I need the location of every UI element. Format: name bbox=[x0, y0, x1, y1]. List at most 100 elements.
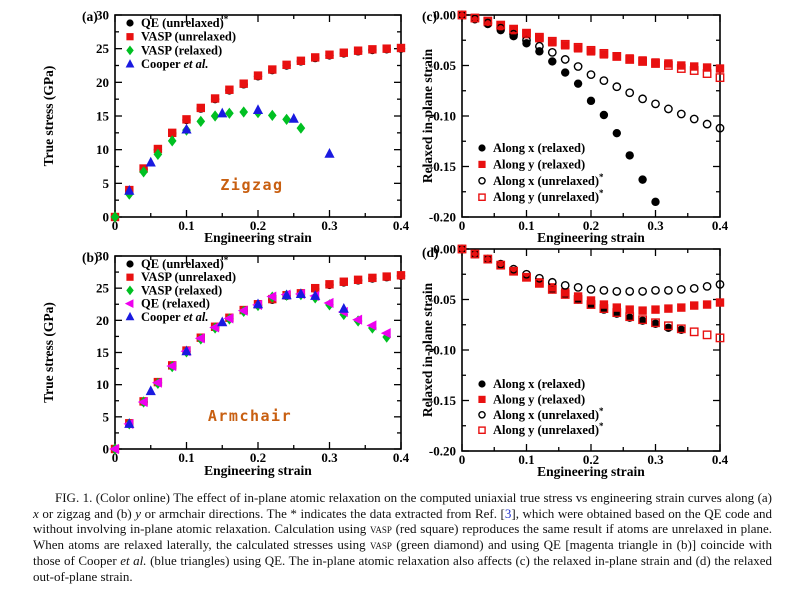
series-along-y-unrelaxed- bbox=[457, 244, 725, 343]
svg-text:0.2: 0.2 bbox=[583, 452, 599, 467]
svg-text:10: 10 bbox=[96, 142, 109, 157]
svg-text:0.4: 0.4 bbox=[712, 218, 729, 233]
svg-text:0.4: 0.4 bbox=[393, 450, 410, 465]
svg-text:0.2: 0.2 bbox=[250, 450, 266, 465]
axis-labels: Engineering strain True stress (GPa) (a) Zi… bbox=[41, 9, 312, 245]
legend-label: QE (unrelaxed)* bbox=[141, 14, 229, 30]
svg-text:0.2: 0.2 bbox=[583, 218, 599, 233]
svg-text:15: 15 bbox=[96, 109, 110, 124]
series-vasp-unrelaxed- bbox=[110, 43, 406, 222]
svg-text:(a): (a) bbox=[82, 9, 98, 24]
caption-run: or armchair directions. The * indicates … bbox=[141, 505, 505, 521]
caption-run: ], which were obtained based on the QE c… bbox=[33, 505, 772, 537]
axes: 0 0.1 0.2 0.3 0.4 0.00 -0.05 -0.10 -0.15 -0.20 bbox=[429, 8, 729, 234]
svg-text:0.1: 0.1 bbox=[178, 218, 194, 233]
legend-label: Along y (unrelaxed)* bbox=[493, 421, 604, 437]
axis-labels: Engineering strain Relaxed in-plane strai… bbox=[420, 245, 645, 479]
svg-text:True stress (GPa): True stress (GPa) bbox=[41, 66, 56, 167]
svg-text:Relaxed in-plane strain: Relaxed in-plane strain bbox=[420, 282, 435, 417]
svg-text:-0.10: -0.10 bbox=[429, 343, 456, 358]
svg-text:20: 20 bbox=[96, 313, 109, 328]
svg-text:-0.20: -0.20 bbox=[429, 210, 456, 225]
series bbox=[109, 271, 406, 455]
axes: 0 0.1 0.2 0.3 0.4 0 5 10 15 20 25 30 bbox=[96, 249, 410, 466]
figure-caption: FIG. 1. (Color online) The effect of in-… bbox=[33, 490, 772, 584]
svg-text:(b): (b) bbox=[82, 250, 99, 265]
series-along-y-unrelaxed- bbox=[457, 10, 725, 83]
svg-text:15: 15 bbox=[96, 345, 110, 360]
legend: Along x (relaxed)Along y (relaxed)Along … bbox=[478, 141, 604, 204]
svg-text:0.3: 0.3 bbox=[647, 218, 664, 233]
svg-text:Engineering strain: Engineering strain bbox=[537, 230, 645, 245]
svg-text:Engineering strain: Engineering strain bbox=[537, 464, 645, 479]
caption-run: (green diamond) and using QE [magenta tr… bbox=[33, 537, 772, 568]
svg-text:0: 0 bbox=[459, 218, 466, 233]
svg-text:5: 5 bbox=[103, 409, 110, 424]
legend: Along x (relaxed)Along y (relaxed)Along … bbox=[478, 377, 604, 437]
series-cooper-et-al- bbox=[124, 288, 349, 428]
svg-text:-0.10: -0.10 bbox=[429, 109, 456, 124]
series bbox=[457, 10, 725, 207]
series-along-x-relaxed- bbox=[457, 244, 686, 335]
figure-1: 0 0.1 0.2 0.3 0.4 0 5 10 15 20 25 30 Engineering str… bbox=[41, 8, 729, 480]
svg-text:0: 0 bbox=[459, 452, 466, 467]
svg-text:30: 30 bbox=[96, 8, 109, 23]
axes: 0 0.1 0.2 0.3 0.4 0 5 10 15 20 25 30 bbox=[96, 8, 410, 234]
reference-3-link[interactable]: 3 bbox=[504, 505, 512, 521]
legend-label: Along x (unrelaxed)* bbox=[493, 172, 604, 188]
svg-text:-0.20: -0.20 bbox=[429, 444, 456, 459]
panel-annotation: Armchair bbox=[208, 407, 292, 425]
svg-text:0.2: 0.2 bbox=[250, 218, 266, 233]
legend-label: Along y (unrelaxed)* bbox=[493, 188, 604, 204]
caption-run: vasp bbox=[370, 521, 392, 537]
svg-text:25: 25 bbox=[96, 41, 110, 56]
svg-text:Engineering strain: Engineering strain bbox=[204, 463, 312, 478]
legend-label: QE (relaxed) bbox=[141, 297, 210, 311]
series bbox=[457, 244, 725, 343]
svg-text:0.00: 0.00 bbox=[433, 242, 456, 257]
svg-text:0.3: 0.3 bbox=[321, 450, 338, 465]
svg-text:0.4: 0.4 bbox=[393, 218, 410, 233]
svg-text:(d): (d) bbox=[422, 245, 439, 260]
axes: 0 0.1 0.2 0.3 0.4 0.00 -0.05 -0.10 -0.15 -0.20 bbox=[429, 242, 729, 467]
legend-label: QE (unrelaxed)* bbox=[141, 255, 229, 271]
svg-text:0.1: 0.1 bbox=[518, 452, 534, 467]
legend-label: Along x (unrelaxed)* bbox=[493, 406, 604, 422]
legend: QE (unrelaxed)*VASP (unrelaxed)VASP (rel… bbox=[124, 255, 236, 324]
caption-run: (blue triangles) using QE. The in-plane … bbox=[33, 552, 773, 584]
svg-text:0.00: 0.00 bbox=[433, 8, 456, 23]
svg-text:Engineering strain: Engineering strain bbox=[204, 230, 312, 245]
axis-labels: Engineering strain Relaxed in-plane strai… bbox=[420, 9, 645, 245]
svg-text:(c): (c) bbox=[422, 9, 437, 24]
svg-text:5: 5 bbox=[103, 176, 110, 191]
svg-text:0: 0 bbox=[103, 442, 110, 457]
svg-text:-0.05: -0.05 bbox=[429, 58, 457, 73]
caption-run: y bbox=[135, 505, 142, 521]
legend-label: Cooper et al. bbox=[141, 57, 208, 71]
svg-text:-0.15: -0.15 bbox=[429, 393, 457, 408]
caption-run: (red square) reproduces the same result … bbox=[33, 521, 772, 553]
svg-text:True stress (GPa): True stress (GPa) bbox=[41, 302, 56, 403]
svg-text:0: 0 bbox=[103, 210, 110, 225]
svg-text:25: 25 bbox=[96, 281, 110, 296]
svg-text:30: 30 bbox=[96, 249, 109, 264]
series bbox=[110, 43, 406, 223]
legend-label: Along y (relaxed) bbox=[493, 157, 585, 171]
caption-run: vasp bbox=[369, 537, 392, 553]
caption-run: or zigzag and (b) bbox=[38, 505, 136, 521]
legend-label: VASP (unrelaxed) bbox=[141, 270, 236, 284]
svg-text:-0.15: -0.15 bbox=[429, 159, 457, 174]
svg-text:-0.05: -0.05 bbox=[429, 292, 457, 307]
axis-labels: Engineering strain True stress (GPa) (b) Ar… bbox=[41, 250, 312, 478]
svg-text:10: 10 bbox=[96, 377, 109, 392]
panel-annotation: Zigzag bbox=[220, 176, 283, 194]
series-cooper-et-al- bbox=[124, 104, 335, 195]
legend-label: Along y (relaxed) bbox=[493, 392, 585, 406]
svg-text:0.3: 0.3 bbox=[321, 218, 338, 233]
svg-text:0.4: 0.4 bbox=[712, 452, 729, 467]
svg-text:0.1: 0.1 bbox=[178, 450, 194, 465]
legend-label: VASP (relaxed) bbox=[141, 43, 222, 57]
caption-run: FIG. 1. (Color online) The effect of in-… bbox=[55, 490, 772, 505]
